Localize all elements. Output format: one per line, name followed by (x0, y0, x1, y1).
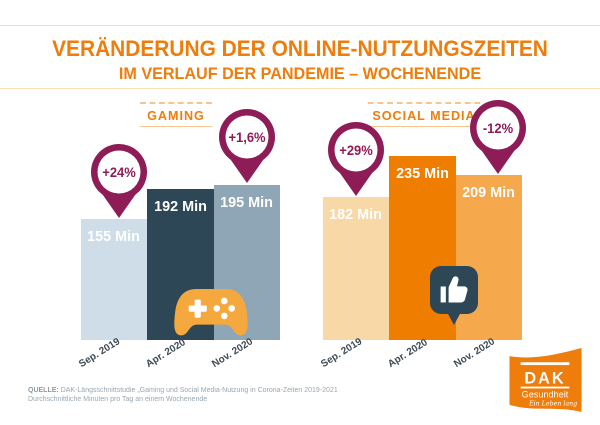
source-note: QUELLE: DAK-Längsschnittstudie „Gaming u… (28, 386, 338, 404)
group-label-gaming: GAMING (140, 102, 212, 127)
page-subtitle: IM VERLAUF DER PANDEMIE – WOCHENENDE (118, 64, 482, 83)
badge-value: +29% (339, 142, 373, 158)
bar-social-nov-2020: 209 Min (456, 175, 522, 340)
bar-value-label: 192 Min (154, 198, 207, 215)
change-badge-social-2: -12% (466, 98, 530, 176)
axis-label-social-apr-2020: Apr. 2020 (386, 337, 430, 370)
bar-value-label: 209 Min (462, 184, 516, 201)
bar-value-label: 195 Min (220, 194, 274, 211)
bar-value-label: 155 Min (87, 228, 141, 245)
bar-value-label: 182 Min (329, 206, 383, 223)
bar-value-label: 235 Min (396, 165, 449, 182)
logo-sub: Gesundheit (522, 389, 569, 399)
axis-label-gaming-sep-2019: Sep. 2019 (77, 336, 123, 370)
bar-gaming-sep-2019: 155 Min (81, 219, 147, 340)
change-badge-social-1: +29% (324, 120, 388, 198)
axis-label-gaming-apr-2020: Apr. 2020 (144, 337, 188, 370)
group-label-social-media: SOCIAL MEDIA (367, 102, 481, 127)
badge-value: +1,6% (228, 129, 266, 145)
logo-tagline: Ein Leben lang (528, 400, 577, 407)
change-badge-gaming-1: +24% (87, 142, 151, 220)
logo-brand: DAK (524, 370, 565, 388)
badge-value: -12% (482, 120, 514, 136)
page-title: VERÄNDERUNG DER ONLINE-NUTZUNGSZEITEN (52, 36, 548, 61)
axis-label-social-sep-2019: Sep. 2019 (319, 336, 365, 370)
source-text: DAK-Längsschnittstudie „Gaming und Socia… (60, 387, 338, 394)
dak-logo: DAK Gesundheit Ein Leben lang (505, 346, 585, 414)
header: VERÄNDERUNG DER ONLINE-NUTZUNGSZEITEN IM… (0, 25, 600, 89)
axis-label-social-nov-2020: Nov. 2020 (452, 336, 497, 370)
source-line2: Durchschnittliche Minuten pro Tag an ein… (28, 396, 208, 403)
bar-social-sep-2019: 182 Min (323, 197, 389, 340)
change-badge-gaming-2: +1,6% (215, 107, 279, 185)
thumbs-up-icon (430, 266, 478, 328)
gamepad-icon (171, 284, 251, 337)
axis-label-gaming-nov-2020: Nov. 2020 (210, 336, 255, 370)
badge-value: +24% (102, 164, 136, 180)
source-label: QUELLE: (28, 387, 59, 394)
